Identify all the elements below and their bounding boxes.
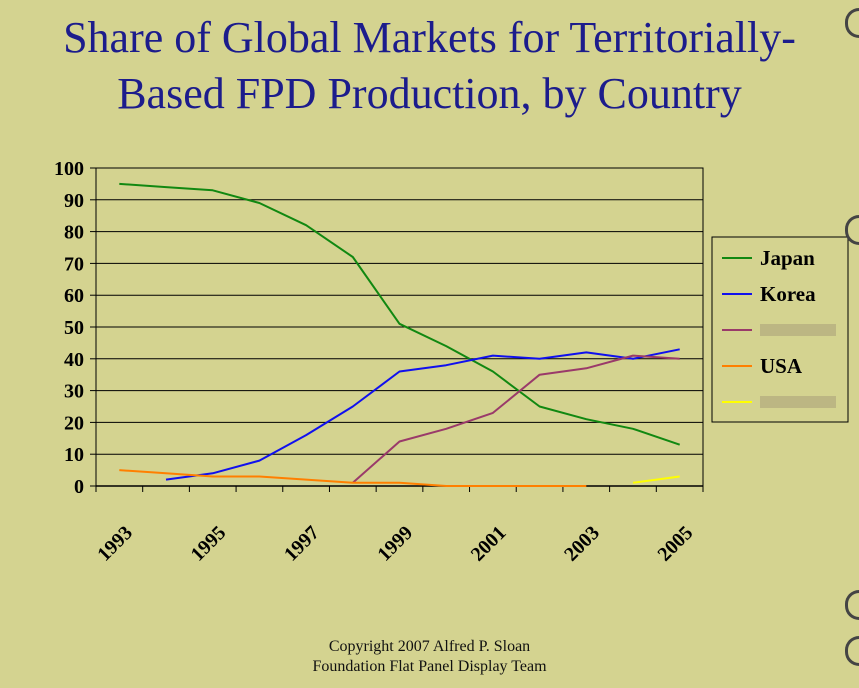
y-tick-label-50: 50 xyxy=(64,317,84,339)
series-lines xyxy=(119,182,681,487)
copyright-line-1: Copyright 2007 Alfred P. Sloan xyxy=(328,638,531,655)
y-tick-label-70: 70 xyxy=(64,253,84,275)
x-tick-label-2005: 2005 xyxy=(653,522,697,566)
page-title: Share of Global Markets for Territoriall… xyxy=(0,10,859,122)
decorative-curl-2 xyxy=(845,215,859,245)
series-line-unnamed-4 xyxy=(632,475,680,484)
series-line-korea xyxy=(165,348,680,481)
legend-label-obscured-4 xyxy=(760,396,836,408)
copyright-notice: Copyright 2007 Alfred P. Sloan Foundatio… xyxy=(0,637,859,677)
series-line-unnamed-2 xyxy=(352,354,680,484)
series-line-japan xyxy=(119,182,681,446)
x-tick-label-1993: 1993 xyxy=(93,522,137,566)
x-tick-label-1997: 1997 xyxy=(280,522,324,566)
title-line-2: Based FPD Production, by Country xyxy=(117,69,742,118)
y-axis: 0 10 20 30 40 50 60 70 80 90 100 xyxy=(54,158,96,498)
y-tick-label-20: 20 xyxy=(64,412,84,434)
x-axis: 1993 1995 1997 1999 2001 2003 2005 xyxy=(93,485,704,566)
x-tick-label-1995: 1995 xyxy=(187,522,231,566)
x-tick-label-2003: 2003 xyxy=(560,522,604,566)
series-line-usa xyxy=(119,469,587,487)
x-tick-label-2001: 2001 xyxy=(467,522,511,566)
decorative-curl-4 xyxy=(845,636,859,666)
legend-label-korea: Korea xyxy=(760,282,816,306)
y-tick-label-90: 90 xyxy=(64,190,84,212)
y-tick-label-40: 40 xyxy=(64,349,84,371)
x-tick-label-1999: 1999 xyxy=(373,522,417,566)
copyright-line-2: Foundation Flat Panel Display Team xyxy=(312,658,547,675)
decorative-curl-3 xyxy=(845,590,859,620)
legend: Japan Korea USA xyxy=(711,236,849,423)
y-tick-label-60: 60 xyxy=(64,285,84,307)
legend-label-japan: Japan xyxy=(760,246,815,270)
y-tick-label-80: 80 xyxy=(64,222,84,244)
legend-label-obscured-2 xyxy=(760,324,836,336)
y-tick-label-0: 0 xyxy=(74,476,84,498)
legend-label-usa: USA xyxy=(760,354,803,378)
y-tick-label-30: 30 xyxy=(64,381,84,403)
gridlines xyxy=(96,199,703,455)
title-line-1: Share of Global Markets for Territoriall… xyxy=(63,13,796,62)
decorative-curl-1 xyxy=(845,8,859,38)
y-tick-label-100: 100 xyxy=(54,158,84,180)
y-tick-label-10: 10 xyxy=(64,444,84,466)
